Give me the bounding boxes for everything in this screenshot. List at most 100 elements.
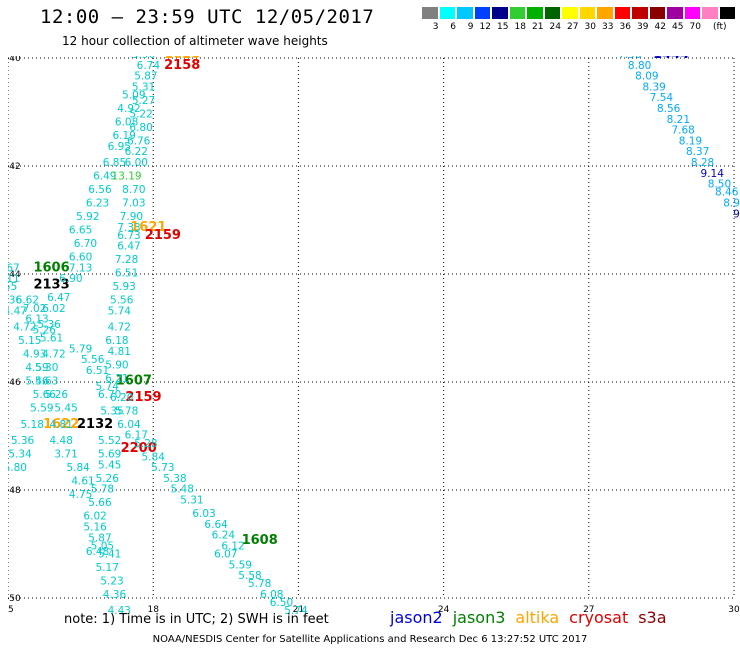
wave-height-value: 6.48 [86, 546, 109, 558]
wave-height-value: 5.36 [8, 295, 22, 307]
color-scale-tick: 39 [637, 22, 649, 32]
wave-height-value: 8.80 [628, 60, 651, 72]
x-tick-label: 24 [438, 605, 450, 615]
wave-height-value: 5.26 [33, 324, 57, 336]
track-time-label: 1620 [164, 56, 200, 62]
wave-height-value: 6.23 [86, 198, 109, 210]
wave-height-value: 4.75 [69, 489, 92, 501]
wave-height-value: 6.49 [93, 171, 116, 183]
wave-height-value: 6.51 [115, 268, 138, 280]
track-time-label: 2159 [125, 390, 161, 405]
wave-height-value: 4.59 [25, 362, 48, 374]
wave-height-value: 6.12 [221, 540, 244, 552]
chart-subtitle: 12 hour collection of altimeter wave hei… [62, 34, 328, 48]
wave-height-value: 5.92 [76, 211, 99, 223]
wave-height-value: 4.61 [71, 476, 94, 488]
wave-height-value: 8.46 [715, 187, 739, 199]
wave-height-value: 5.59 [30, 403, 53, 415]
wave-height-value: 5.26 [96, 473, 120, 485]
wave-height-value: 4.47 [8, 306, 27, 318]
track-time-label: 2200 [121, 441, 157, 456]
wave-height-value: 6.74 [137, 60, 161, 72]
wave-height-value: 5.41 [98, 549, 121, 561]
wave-height-value: 5.66 [88, 497, 112, 509]
wave-height-value: 5.87 [134, 71, 157, 83]
wave-height-value: 9 [733, 208, 740, 220]
wave-height-value: 4.36 [103, 589, 127, 601]
track-time-label: 1606 [33, 260, 69, 275]
wave-height-value: 5.38 [163, 473, 186, 485]
wave-height-value: 5.26 [45, 389, 69, 401]
color-swatch [613, 6, 631, 20]
wave-height-value: 5.36 [11, 435, 35, 447]
y-tick-label: -48 [8, 486, 21, 496]
wave-height-value: 5.34 [8, 449, 32, 461]
color-swatch [473, 6, 491, 20]
color-scale-legend [421, 6, 736, 20]
wave-height-value: 6.24 [212, 530, 236, 542]
wave-height-value: 6.04 [117, 419, 141, 431]
wave-height-value: 5.35 [100, 405, 123, 417]
footnote: note: 1) Time is in UTC; 2) SWH is in fe… [64, 612, 329, 627]
wave-height-value: 5.23 [100, 576, 123, 588]
wave-height-value: 4.72 [42, 349, 65, 361]
wave-height-value: 5.45 [54, 403, 77, 415]
wave-height-value: 8.28 [691, 157, 714, 169]
color-swatch [578, 6, 596, 20]
wave-height-value: 6.51 [86, 365, 109, 377]
color-scale-tick: 21 [532, 22, 544, 32]
wave-height-value: 6.85 [103, 157, 126, 169]
color-swatch [456, 6, 474, 20]
color-scale-tick: 45 [672, 22, 684, 32]
wave-height-value: 5.05 [91, 540, 114, 552]
wave-height-value: 6.20 [110, 392, 133, 404]
color-swatch [631, 6, 649, 20]
color-scale-tick: 30 [584, 22, 596, 32]
track-time-label: 2159 [145, 228, 181, 243]
wave-height-value: 8.70 [122, 184, 145, 196]
wave-height-value: 6.21 [105, 373, 128, 385]
wave-height-value: 5.31 [132, 81, 155, 93]
y-tick-label: -40 [8, 56, 21, 64]
wave-height-value: 6.02 [42, 303, 65, 315]
wave-height-value: 5.90 [105, 360, 128, 372]
color-scale-tick: 27 [567, 22, 579, 32]
wave-height-value: 5.66 [33, 389, 57, 401]
wave-height-value: 5.63 [35, 376, 58, 388]
wave-height-value: 5.79 [69, 343, 92, 355]
y-tick-label: -42 [8, 162, 21, 172]
wave-height-value: 5.18 [21, 419, 44, 431]
wave-height-value: 6.08 [115, 117, 138, 129]
wave-height-value: 6.08 [260, 589, 283, 601]
wave-height-value: 5.11 [8, 273, 20, 285]
x-tick-label: 18 [147, 605, 159, 615]
color-scale-tick: 12 [479, 22, 491, 32]
wave-height-value: 5.93 [112, 281, 135, 293]
wave-height-value: 4.43 [108, 605, 131, 616]
wave-height-value: 6.17 [125, 430, 148, 442]
wave-height-value: 5.73 [151, 462, 174, 474]
color-swatch [421, 6, 439, 20]
wave-height-value: 7.68 [671, 125, 694, 137]
credit-line: NOAA/NESDIS Center for Satellite Applica… [152, 634, 588, 645]
wave-height-value: 13.19 [112, 171, 142, 183]
track-time-label: 2133 [33, 278, 69, 293]
track-time-label: 1622 [43, 417, 79, 432]
wave-height-value: 3.71 [54, 449, 77, 461]
color-swatch [543, 6, 561, 20]
wave-height-value: 5.67 [8, 262, 20, 274]
wave-height-value: 6.80 [129, 122, 152, 134]
wave-height-value: 5.52 [98, 435, 121, 447]
wave-height-value: 6.95 [108, 141, 131, 153]
chart-title: 12:00 — 23:59 UTC 12/05/2017 [40, 6, 375, 28]
wave-height-value: 7.90 [120, 211, 143, 223]
legend-altika: altika [515, 608, 560, 627]
wave-height-value: 6.50 [270, 597, 293, 609]
wave-height-value: 6.64 [204, 519, 228, 531]
x-tick-label: 30 [728, 605, 740, 615]
wave-height-value: 6.90 [59, 273, 82, 285]
wave-height-value: 7.96 [618, 56, 642, 61]
wave-height-value: 5.74 [96, 381, 120, 393]
legend-jason2: jason2 [390, 608, 443, 627]
color-swatch [491, 6, 509, 20]
